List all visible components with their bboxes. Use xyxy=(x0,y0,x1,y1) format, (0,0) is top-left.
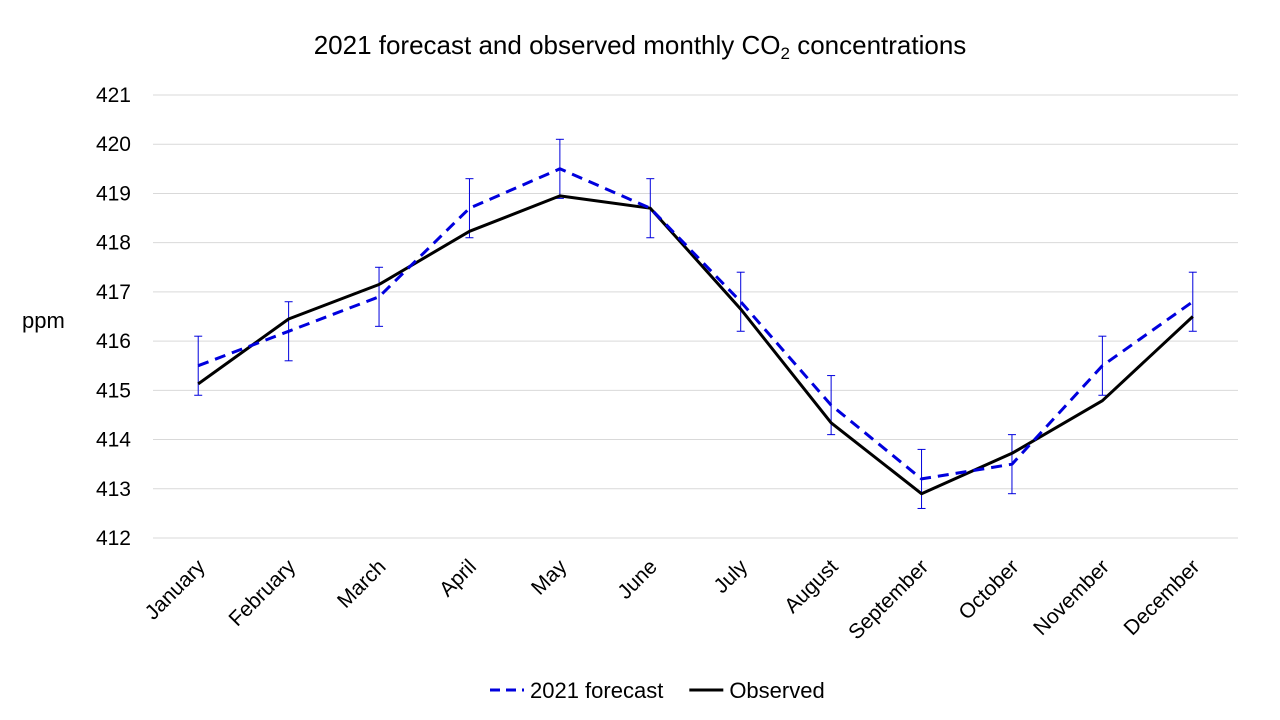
x-tick-label: March xyxy=(333,555,391,613)
x-tick-label: April xyxy=(435,555,481,601)
series-line-2021-forecast xyxy=(197,167,1194,481)
y-tick-label: 416 xyxy=(96,330,131,353)
y-tick-label: 421 xyxy=(96,84,131,107)
y-axis-label: ppm xyxy=(22,308,65,333)
legend: 2021 forecast Observed xyxy=(490,678,825,703)
x-tick-label: January xyxy=(141,555,210,624)
x-tick-label: October xyxy=(954,555,1023,624)
y-tick-label: 412 xyxy=(96,527,131,550)
y-tick-label: 420 xyxy=(96,133,131,156)
x-tick-label: February xyxy=(224,555,300,631)
x-tick-label: June xyxy=(613,555,661,603)
y-tick-label: 417 xyxy=(96,281,131,304)
legend-label: Observed xyxy=(729,678,824,703)
chart-title-main: 2021 forecast and observed monthly CO xyxy=(313,30,781,60)
series-lines xyxy=(197,167,1194,496)
x-tick-label: September xyxy=(844,555,933,644)
chart-title: 2021 forecast and observed monthly CO2 c… xyxy=(0,30,1280,63)
x-tick-label: November xyxy=(1029,555,1114,640)
gridlines xyxy=(153,94,1238,539)
chart-title-suffix: concentrations xyxy=(789,30,967,60)
forecast-error-bars xyxy=(194,138,1197,509)
x-tick-label: May xyxy=(527,555,572,600)
x-tick-label: August xyxy=(780,555,843,618)
series-line-observed xyxy=(197,194,1194,496)
x-tick-label: December xyxy=(1120,555,1205,640)
chart-title-subscript: 2 xyxy=(780,44,790,63)
y-tick-label: 419 xyxy=(96,182,131,205)
x-tick-label: July xyxy=(710,555,753,598)
legend-label: 2021 forecast xyxy=(530,678,663,703)
y-tick-label: 415 xyxy=(96,379,131,402)
x-tick-labels: January February March April May June July Augu… xyxy=(141,555,1205,644)
y-tick-label: 418 xyxy=(96,232,131,255)
y-tick-labels: 412 413 414 415 416 417 418 419 420 421 xyxy=(96,84,131,550)
y-tick-label: 413 xyxy=(96,478,131,501)
y-tick-label: 414 xyxy=(96,429,131,452)
